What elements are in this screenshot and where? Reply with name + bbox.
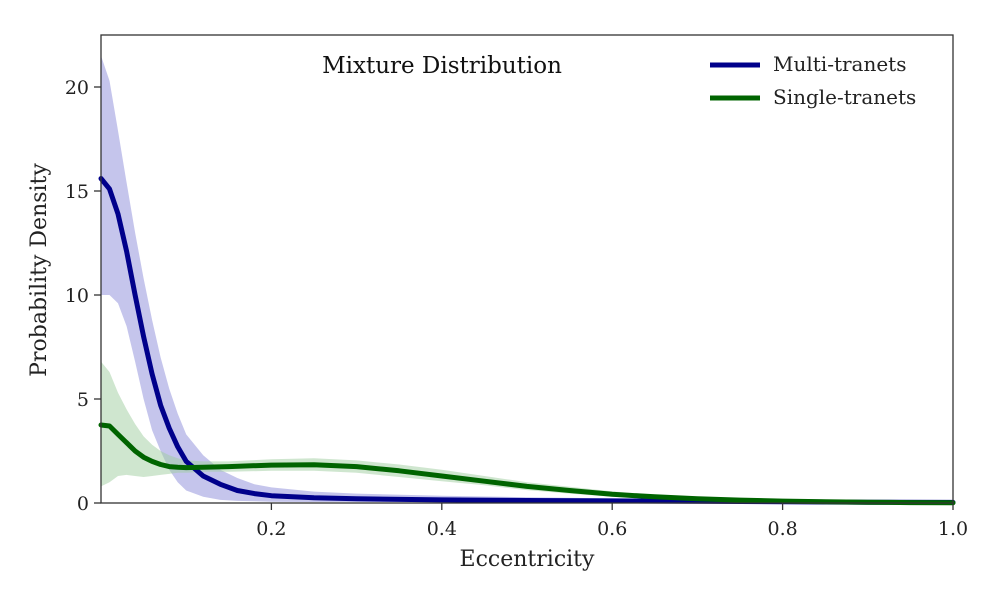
y-axis-label: Probability Density (27, 163, 52, 377)
legend: Multi-tranets Single-tranets (710, 52, 916, 109)
x-axis: 0.2 0.4 0.6 0.8 1.0 (256, 503, 968, 540)
y-axis: 0 5 10 15 20 (65, 77, 101, 515)
series-lines (98, 176, 956, 506)
legend-label-multi-tranets: Multi-tranets (773, 52, 907, 76)
x-tick-label: 1.0 (938, 518, 968, 540)
y-tick-label: 15 (65, 181, 89, 203)
x-tick-label: 0.2 (256, 518, 286, 540)
line-single-tranets (98, 422, 956, 506)
x-axis-label: Eccentricity (460, 547, 595, 572)
line-multi-tranets (98, 176, 956, 505)
x-tick-label: 0.6 (597, 518, 627, 540)
legend-label-single-tranets: Single-tranets (773, 85, 916, 109)
y-tick-label: 10 (65, 285, 89, 307)
y-tick-label: 20 (65, 77, 89, 99)
y-tick-label: 5 (77, 389, 89, 411)
x-tick-label: 0.8 (767, 518, 797, 540)
chart-title: Mixture Distribution (322, 53, 562, 79)
confidence-bands (101, 55, 953, 503)
plot-frame (100, 34, 954, 504)
band-single-tranets (101, 361, 953, 503)
y-tick-label: 0 (77, 493, 89, 515)
x-tick-label: 0.4 (427, 518, 457, 540)
band-multi-tranets (101, 55, 953, 503)
